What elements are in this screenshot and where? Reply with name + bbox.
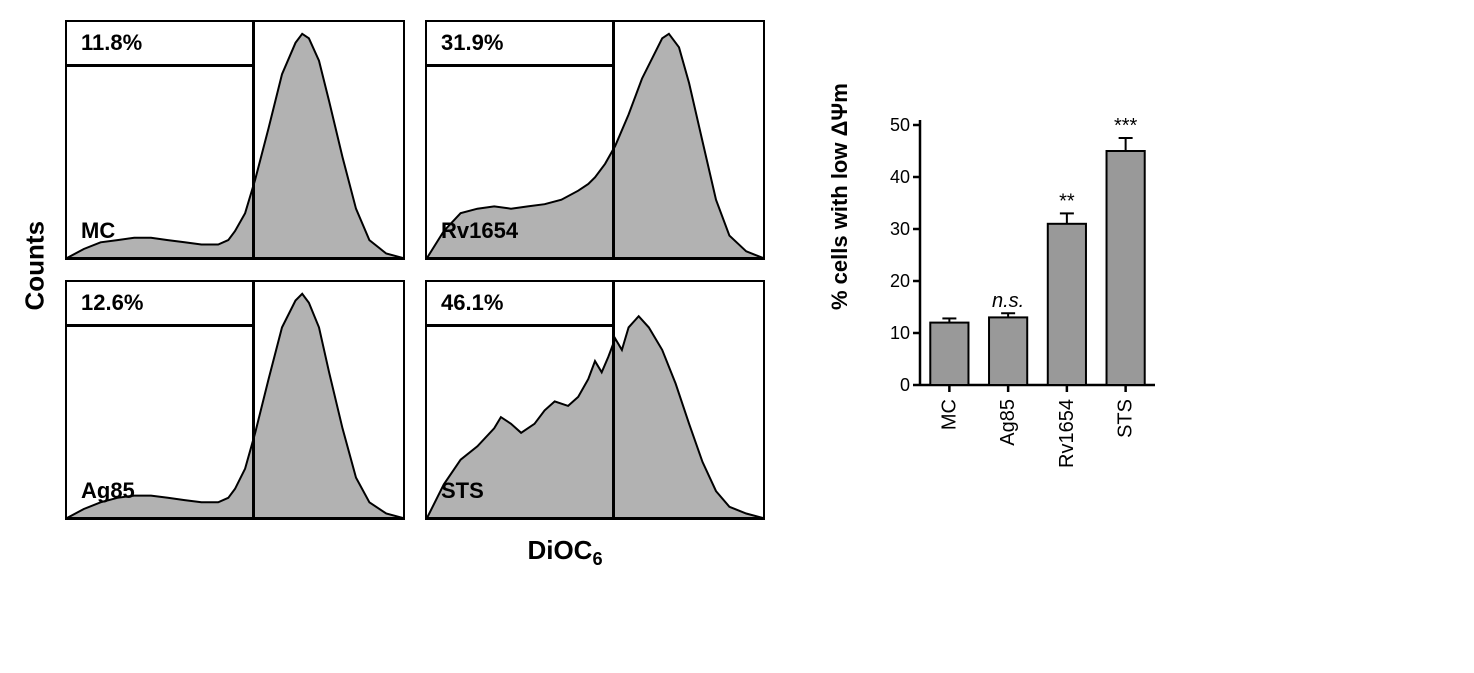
histograms-section: Counts 11.8% MC 31.9% Rv1654 12.6% Ag85 46.… [20,20,765,570]
gate-horizontal-line [427,64,612,67]
svg-text:30: 30 [890,219,910,239]
condition-label: Ag85 [81,478,135,504]
percent-label: 31.9% [441,30,503,56]
histogram-panel-mc: 11.8% MC [65,20,405,260]
svg-text:0: 0 [900,375,910,395]
gate-horizontal-line [67,324,252,327]
svg-text:Rv1654: Rv1654 [1056,399,1078,468]
svg-text:20: 20 [890,271,910,291]
histogram-panel-sts: 46.1% STS [425,280,765,520]
condition-label: MC [81,218,115,244]
percent-label: 12.6% [81,290,143,316]
svg-text:50: 50 [890,115,910,135]
barchart-y-label: % cells with low ΔΨm [827,280,853,310]
histogram-grid: 11.8% MC 31.9% Rv1654 12.6% Ag85 46.1% STS [65,20,765,520]
condition-label: Rv1654 [441,218,518,244]
histogram-panel-rv1654: 31.9% Rv1654 [425,20,765,260]
gate-vertical-line [252,22,255,258]
svg-text:**: ** [1059,190,1075,212]
percent-label: 11.8% [81,30,142,56]
gate-vertical-line [612,282,615,518]
gate-vertical-line [612,22,615,258]
barchart-section: % cells with low ΔΨm 0 10 20 30 40 50 MC n.s. Ag… [825,55,1165,535]
svg-text:10: 10 [890,323,910,343]
barchart-svg: 0 10 20 30 40 50 MC n.s. Ag85 ** Rv1654 *** STS [865,55,1165,535]
svg-text:n.s.: n.s. [992,290,1024,312]
percent-label: 46.1% [441,290,503,316]
gate-horizontal-line [67,64,252,67]
svg-text:MC: MC [938,399,960,430]
histogram-panel-ag85: 12.6% Ag85 [65,280,405,520]
svg-text:Ag85: Ag85 [997,399,1019,446]
x-label-text: DiOC [527,535,592,565]
histogram-column: 11.8% MC 31.9% Rv1654 12.6% Ag85 46.1% STS D… [65,20,765,570]
gate-horizontal-line [427,324,612,327]
histogram-x-label: DiOC6 [365,535,765,570]
condition-label: STS [441,478,484,504]
gate-vertical-line [252,282,255,518]
histogram-y-label: Counts [20,280,51,310]
svg-text:STS: STS [1115,399,1137,438]
svg-text:40: 40 [890,167,910,187]
figure-container: Counts 11.8% MC 31.9% Rv1654 12.6% Ag85 46.… [20,20,1454,570]
x-label-subscript: 6 [592,549,602,569]
svg-text:***: *** [1114,115,1138,137]
